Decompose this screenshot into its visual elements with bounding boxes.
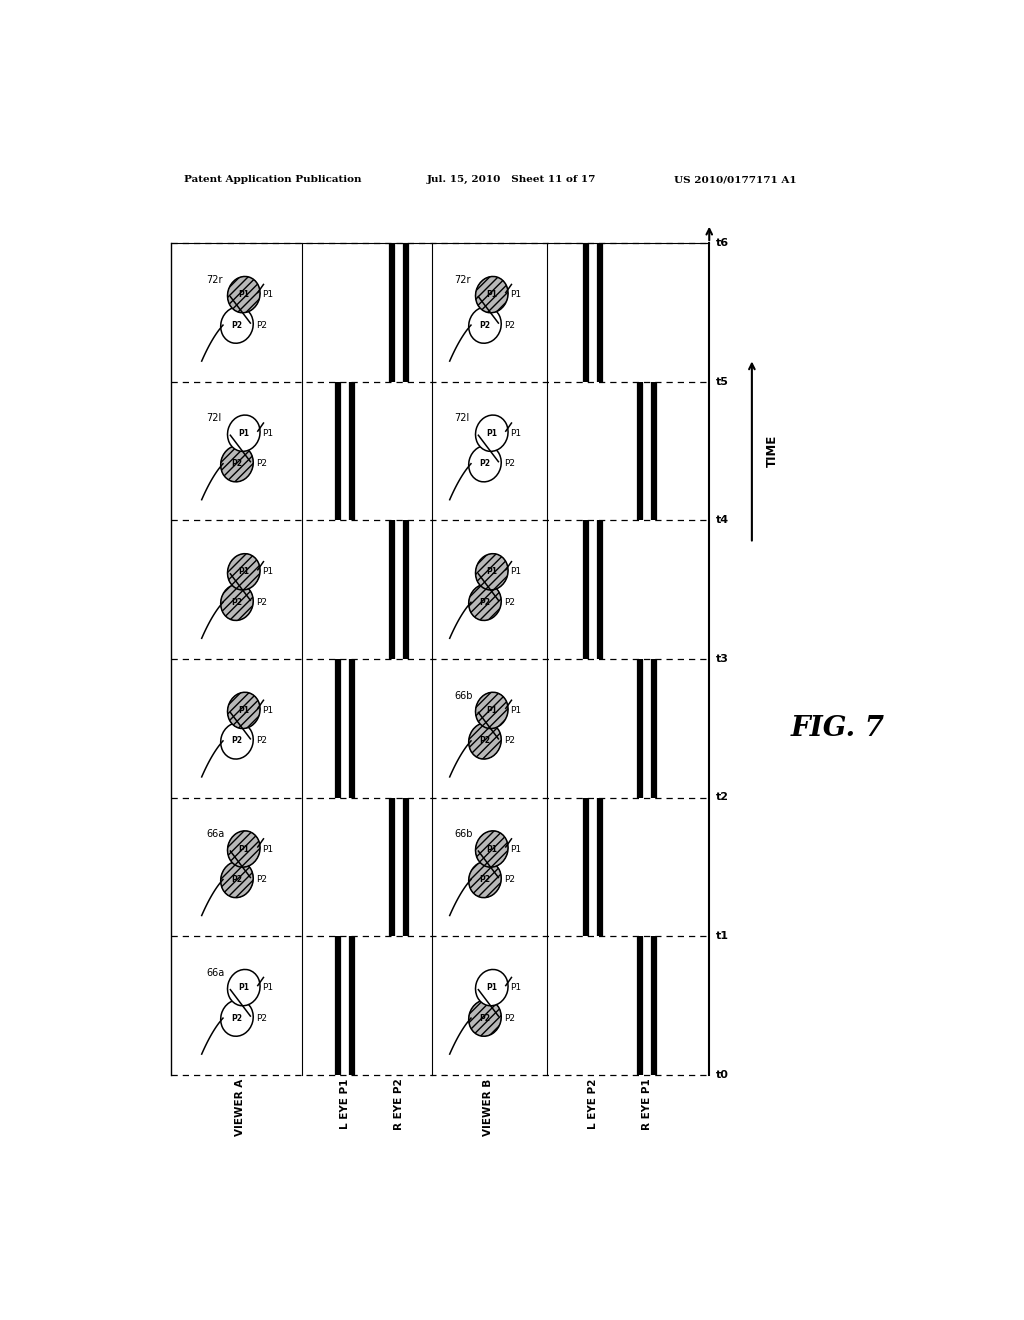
Ellipse shape — [475, 276, 508, 313]
Ellipse shape — [227, 553, 260, 590]
Text: P2: P2 — [231, 737, 243, 746]
Text: P1: P1 — [486, 568, 498, 577]
Text: P1: P1 — [239, 845, 249, 854]
Text: P2: P2 — [231, 459, 243, 469]
Ellipse shape — [221, 585, 253, 620]
Ellipse shape — [475, 830, 508, 867]
Text: 66a: 66a — [206, 829, 224, 840]
Ellipse shape — [227, 830, 260, 867]
Text: P2: P2 — [504, 459, 515, 469]
Text: P2: P2 — [256, 875, 267, 884]
Text: t1: t1 — [716, 931, 728, 941]
Text: P1: P1 — [262, 290, 273, 300]
Text: P2: P2 — [479, 321, 490, 330]
Text: 72l: 72l — [206, 413, 221, 424]
Text: P2: P2 — [256, 321, 267, 330]
Ellipse shape — [227, 414, 260, 451]
Text: 66a: 66a — [206, 968, 224, 978]
Ellipse shape — [221, 446, 253, 482]
Text: 66b: 66b — [455, 690, 473, 701]
Text: R EYE P2: R EYE P2 — [394, 1078, 404, 1130]
Text: t3: t3 — [716, 653, 728, 664]
Ellipse shape — [227, 276, 260, 313]
Text: P2: P2 — [504, 1014, 515, 1023]
Ellipse shape — [221, 1001, 253, 1036]
Text: P2: P2 — [256, 598, 267, 607]
Text: P1: P1 — [486, 429, 498, 438]
Ellipse shape — [469, 308, 501, 343]
Text: P2: P2 — [256, 1014, 267, 1023]
Text: P1: P1 — [511, 290, 521, 300]
Text: P1: P1 — [239, 568, 249, 577]
Text: P1: P1 — [239, 429, 249, 438]
Text: 72r: 72r — [206, 275, 223, 285]
Text: P1: P1 — [486, 706, 498, 715]
Ellipse shape — [227, 969, 260, 1006]
Text: US 2010/0177171 A1: US 2010/0177171 A1 — [675, 176, 797, 185]
Text: VIEWER A: VIEWER A — [236, 1078, 246, 1135]
Text: P1: P1 — [239, 706, 249, 715]
Text: t5: t5 — [716, 376, 728, 387]
Text: P2: P2 — [504, 737, 515, 746]
Text: P1: P1 — [262, 983, 273, 993]
Text: P1: P1 — [486, 983, 498, 993]
Text: L EYE P1: L EYE P1 — [340, 1078, 350, 1129]
Text: P1: P1 — [511, 845, 521, 854]
Text: VIEWER B: VIEWER B — [483, 1078, 494, 1135]
Text: FIG. 7: FIG. 7 — [791, 714, 885, 742]
Ellipse shape — [469, 446, 501, 482]
Text: P2: P2 — [504, 598, 515, 607]
Ellipse shape — [475, 969, 508, 1006]
Text: 66b: 66b — [455, 829, 473, 840]
Text: P2: P2 — [256, 459, 267, 469]
Text: P1: P1 — [511, 568, 521, 577]
Ellipse shape — [475, 692, 508, 729]
Text: P2: P2 — [479, 459, 490, 469]
Text: P1: P1 — [511, 429, 521, 438]
Text: P1: P1 — [262, 568, 273, 577]
Text: P2: P2 — [479, 1014, 490, 1023]
Ellipse shape — [227, 692, 260, 729]
Text: L EYE P2: L EYE P2 — [588, 1078, 598, 1129]
Text: Patent Application Publication: Patent Application Publication — [183, 176, 361, 185]
Ellipse shape — [469, 862, 501, 898]
Ellipse shape — [221, 862, 253, 898]
Text: P1: P1 — [262, 429, 273, 438]
Text: P2: P2 — [504, 321, 515, 330]
Text: P2: P2 — [231, 321, 243, 330]
Text: P1: P1 — [239, 290, 249, 300]
Text: P1: P1 — [262, 706, 273, 715]
Ellipse shape — [475, 414, 508, 451]
Text: 72l: 72l — [455, 413, 470, 424]
Text: t2: t2 — [716, 792, 728, 803]
Text: Jul. 15, 2010   Sheet 11 of 17: Jul. 15, 2010 Sheet 11 of 17 — [426, 176, 596, 185]
Text: P1: P1 — [239, 983, 249, 993]
Ellipse shape — [475, 553, 508, 590]
Ellipse shape — [469, 1001, 501, 1036]
Text: P1: P1 — [511, 983, 521, 993]
Text: P1: P1 — [486, 290, 498, 300]
Text: P2: P2 — [231, 1014, 243, 1023]
Text: t4: t4 — [716, 515, 728, 525]
Text: P1: P1 — [262, 845, 273, 854]
Ellipse shape — [221, 723, 253, 759]
Text: P2: P2 — [256, 737, 267, 746]
Text: P2: P2 — [231, 598, 243, 607]
Text: P2: P2 — [479, 875, 490, 884]
Text: P1: P1 — [511, 706, 521, 715]
Ellipse shape — [221, 308, 253, 343]
Text: 72r: 72r — [455, 275, 471, 285]
Text: P1: P1 — [486, 845, 498, 854]
Text: t6: t6 — [716, 238, 728, 248]
Text: TIME: TIME — [766, 434, 779, 467]
Text: P2: P2 — [479, 598, 490, 607]
Text: P2: P2 — [504, 875, 515, 884]
Text: R EYE P1: R EYE P1 — [642, 1078, 652, 1130]
Text: P2: P2 — [479, 737, 490, 746]
Text: t0: t0 — [716, 1069, 728, 1080]
Text: P2: P2 — [231, 875, 243, 884]
Ellipse shape — [469, 723, 501, 759]
Ellipse shape — [469, 585, 501, 620]
